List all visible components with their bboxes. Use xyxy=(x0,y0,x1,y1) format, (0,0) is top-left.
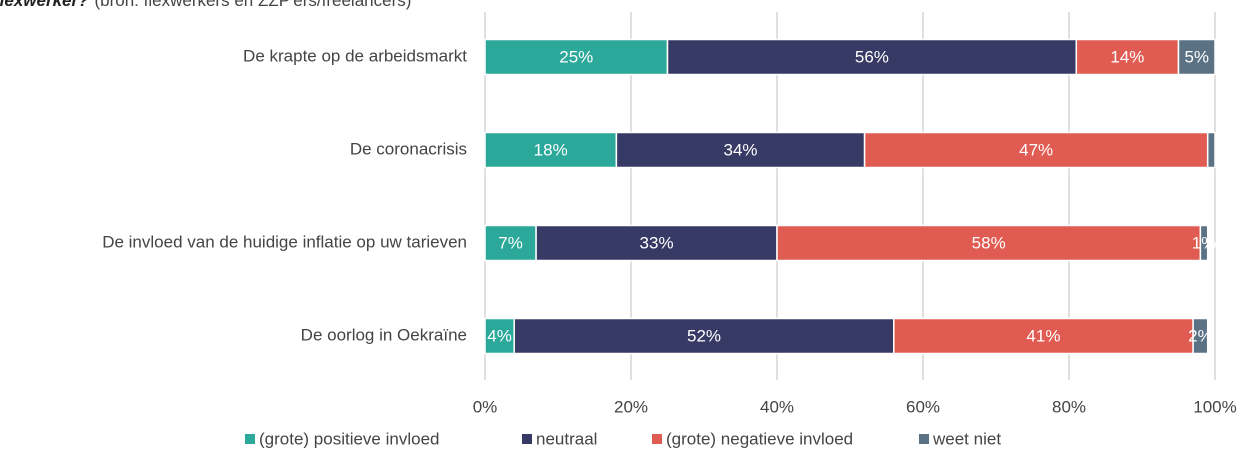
x-tick-label: 40% xyxy=(760,397,794,416)
legend-label: neutraal xyxy=(536,429,597,448)
data-label: 47% xyxy=(1019,140,1053,159)
bar-segment xyxy=(535,224,778,262)
x-tick-label: 100% xyxy=(1193,397,1236,416)
x-tick-label: 20% xyxy=(614,397,648,416)
legend-label: weet niet xyxy=(932,429,1001,448)
x-tick-label: 0% xyxy=(473,397,498,416)
bar-segment xyxy=(1206,131,1216,169)
bar-segment xyxy=(513,317,895,355)
data-label: 14% xyxy=(1110,47,1144,66)
bar-segment xyxy=(484,131,618,169)
legend-swatch xyxy=(522,434,532,444)
bar-segment xyxy=(1192,317,1209,355)
data-label: 33% xyxy=(640,233,674,252)
y-tick-label: De coronacrisis xyxy=(350,139,467,158)
bar-segment xyxy=(615,131,866,169)
data-label: 56% xyxy=(855,47,889,66)
data-label: 58% xyxy=(972,233,1006,252)
legend-label: (grote) positieve invloed xyxy=(259,429,439,448)
title: flexwerker? xyxy=(0,0,89,10)
data-label: 1% xyxy=(1192,233,1217,252)
bar-segment xyxy=(776,224,1202,262)
data-label: 4% xyxy=(487,326,512,345)
data-label: 52% xyxy=(687,326,721,345)
legend-swatch xyxy=(652,434,662,444)
y-tick-label: De invloed van de huidige inflatie op uw… xyxy=(102,232,467,251)
chart-title: flexwerker? (bron: flexwerkers en ZZP'ers… xyxy=(0,0,411,10)
y-tick-label: De krapte op de arbeidsmarkt xyxy=(243,46,467,65)
data-label: 25% xyxy=(559,47,593,66)
bar-segment xyxy=(484,317,515,355)
bar-segment xyxy=(1199,224,1209,262)
data-label: 2% xyxy=(1188,326,1213,345)
data-label: 5% xyxy=(1184,47,1209,66)
data-label: 34% xyxy=(723,140,757,159)
legend-label: (grote) negatieve invloed xyxy=(666,429,853,448)
bar-segment xyxy=(863,131,1209,169)
y-tick-label: De oorlog in Oekraïne xyxy=(301,325,467,344)
bar-segment xyxy=(484,224,537,262)
data-label: 7% xyxy=(498,233,523,252)
data-label: 18% xyxy=(534,140,568,159)
legend-swatch xyxy=(245,434,255,444)
legend-swatch xyxy=(919,434,929,444)
bar-segment xyxy=(1177,38,1216,76)
bar-segment xyxy=(484,38,669,76)
x-tick-label: 60% xyxy=(906,397,940,416)
data-label: 41% xyxy=(1026,326,1060,345)
subtitle: (bron: flexwerkers en ZZP'ers/freelancer… xyxy=(95,0,412,10)
x-tick-label: 80% xyxy=(1052,397,1086,416)
